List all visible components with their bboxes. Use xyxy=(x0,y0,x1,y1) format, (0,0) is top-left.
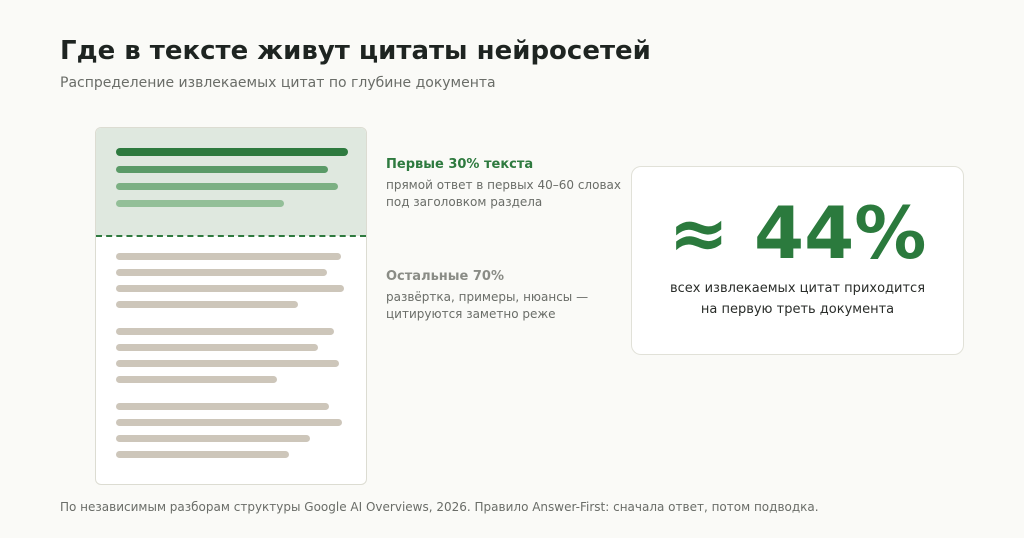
document-body-line xyxy=(116,344,318,351)
segment-title: Первые 30% текста xyxy=(386,157,534,172)
segment-description: развёртка, примеры, нюансы — цитируются … xyxy=(386,289,588,323)
segment-title: Остальные 70% xyxy=(386,269,505,284)
page-subtitle: Распределение извлекаемых цитат по глуби… xyxy=(60,75,496,91)
stat-caption-line: всех извлекаемых цитат приходится xyxy=(669,281,926,296)
document-body-line xyxy=(116,285,344,292)
segment-description-line: развёртка, примеры, нюансы — xyxy=(386,290,589,304)
segment-label-rest: Остальные 70% развёртка, примеры, нюансы… xyxy=(386,269,588,323)
stat-caption: всех извлекаемых цитат приходится на пер… xyxy=(632,278,963,320)
document-body-line xyxy=(116,269,327,276)
segment-description: прямой ответ в первых 40–60 словах под з… xyxy=(386,177,621,211)
stat-card: ≈ 44% всех извлекаемых цитат приходится … xyxy=(631,166,964,355)
stat-caption-line: на первую треть документа xyxy=(700,302,895,317)
document-body-line xyxy=(116,301,298,308)
document-top-line xyxy=(116,148,348,156)
document-top-section xyxy=(96,128,366,236)
page-title: Где в тексте живут цитаты нейросетей xyxy=(60,36,651,66)
document-body-line xyxy=(116,403,329,410)
document-divider xyxy=(96,235,366,237)
document-body-line xyxy=(116,451,289,458)
segment-description-line: прямой ответ в первых 40–60 словах xyxy=(386,178,621,192)
document-body-line xyxy=(116,376,277,383)
document-top-line xyxy=(116,200,284,207)
document-body-line xyxy=(116,419,342,426)
footnote: По независимым разборам структуры Google… xyxy=(60,500,819,514)
document-top-line xyxy=(116,166,328,173)
document-body-line xyxy=(116,360,339,367)
segment-description-line: под заголовком раздела xyxy=(386,195,543,209)
document-body-line xyxy=(116,435,310,442)
document-body-line xyxy=(116,253,341,260)
segment-label-top: Первые 30% текста прямой ответ в первых … xyxy=(386,157,621,211)
document-top-line xyxy=(116,183,338,190)
document-illustration xyxy=(95,127,367,485)
document-body-line xyxy=(116,328,334,335)
stat-value: ≈ 44% xyxy=(668,191,927,275)
segment-description-line: цитируются заметно реже xyxy=(386,307,556,321)
